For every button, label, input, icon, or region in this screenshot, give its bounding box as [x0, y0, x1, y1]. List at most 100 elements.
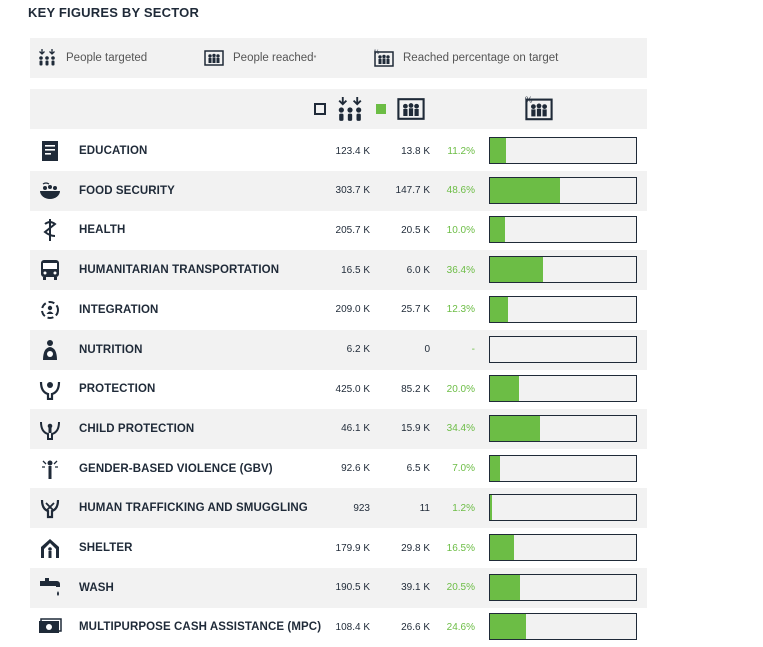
- gbv-icon: [38, 457, 62, 481]
- table-row: CHILD PROTECTION 46.1 K 15.9 K 34.4%: [30, 408, 647, 449]
- integration-icon: [38, 298, 62, 322]
- sector-name: GENDER-BASED VIOLENCE (GBV): [79, 462, 273, 475]
- sector-name: FOOD SECURITY: [79, 184, 175, 197]
- legend-reached-mark: *: [313, 54, 317, 62]
- people-reached-value: 6.0 K: [406, 264, 430, 276]
- people-targeted-value: 190.5 K: [335, 582, 370, 594]
- table-row: GENDER-BASED VIOLENCE (GBV) 92.6 K 6.5 K 7.…: [30, 449, 647, 489]
- percentage-bar: [489, 573, 637, 601]
- table-row: MULTIPURPOSE CASH ASSISTANCE (MPC) 108.4 …: [30, 607, 647, 647]
- legend-reached-label: People reached: [233, 52, 314, 64]
- people-targeted-value: 209.0 K: [335, 304, 370, 316]
- people-targeted-value: 16.5 K: [341, 264, 370, 276]
- percentage-bar: [489, 494, 637, 522]
- reached-percentage-value: 20.5%: [446, 582, 475, 594]
- percentage-bar: [489, 216, 637, 244]
- people-reached-value: 25.7 K: [401, 304, 430, 316]
- legend-targeted-label: People targeted: [66, 52, 148, 64]
- cash-icon: [38, 615, 62, 639]
- water-tap-icon: [38, 576, 62, 600]
- targeted-swatch: [314, 103, 326, 115]
- sector-name: HUMANITARIAN TRANSPORTATION: [79, 264, 280, 277]
- sector-name: SHELTER: [79, 542, 133, 554]
- people-reached-value: 11: [419, 502, 430, 514]
- percentage-bar-fill: [490, 535, 514, 560]
- shelter-icon: [38, 536, 62, 560]
- people-reached-icon: [397, 97, 425, 121]
- people-reached-value: 13.8 K: [401, 145, 430, 157]
- legend-reached: People reached *: [203, 49, 316, 67]
- sector-name: PROTECTION: [79, 383, 156, 396]
- health-caduceus-icon: [38, 218, 62, 242]
- reached-percentage-value: 16.5%: [446, 542, 475, 554]
- people-reached-icon: [203, 49, 225, 67]
- sector-name: WASH: [79, 581, 114, 594]
- percentage-bar-fill: [490, 257, 543, 283]
- percentage-bar: [489, 137, 637, 164]
- percentage-bar-fill: [490, 296, 508, 322]
- table-row: SHELTER 179.9 K 29.8 K 16.5%: [30, 528, 647, 568]
- percentage-bar: [489, 375, 637, 403]
- percentage-bar: [489, 534, 637, 561]
- reached-percentage-value: 36.4%: [446, 264, 475, 276]
- people-targeted-value: 92.6 K: [341, 463, 370, 475]
- reached-swatch: [376, 104, 386, 114]
- table-row: WASH 190.5 K 39.1 K 20.5%: [30, 567, 647, 608]
- people-targeted-value: 123.4 K: [335, 145, 370, 157]
- percentage-bar-fill: [490, 574, 520, 600]
- reached-percentage-value: 12.3%: [446, 304, 475, 316]
- reached-percentage-value: 7.0%: [452, 463, 475, 475]
- table-row: HEALTH 205.7 K 20.5 K 10.0%: [30, 210, 647, 250]
- page-title: KEY FIGURES BY SECTOR: [28, 5, 200, 20]
- percentage-bar: [489, 335, 637, 363]
- people-targeted-value: 923: [353, 502, 370, 514]
- reached-percentage-value: 20.0%: [446, 383, 475, 395]
- reached-percentage-value: -: [471, 344, 475, 355]
- sector-name: NUTRITION: [79, 343, 143, 356]
- people-reached-value: 29.8 K: [401, 542, 430, 554]
- reached-percentage-value: 34.4%: [446, 423, 475, 435]
- trafficking-icon: [38, 496, 62, 520]
- people-reached-value: 85.2 K: [401, 383, 430, 395]
- people-targeted-icon: [36, 49, 58, 67]
- percentage-bar-fill: [490, 495, 492, 521]
- nutrition-mother-child-icon: [38, 338, 62, 362]
- protection-hands-icon: [38, 377, 62, 401]
- percentage-bar: [489, 256, 637, 284]
- percentage-bar-fill: [490, 217, 505, 243]
- people-targeted-icon: [335, 97, 365, 123]
- people-targeted-value: 6.2 K: [346, 344, 370, 355]
- legend: People targeted People reached * % Reache…: [30, 38, 647, 78]
- percentage-bar-fill: [490, 614, 526, 640]
- sector-name: HEALTH: [79, 224, 126, 237]
- reached-percentage-value: 10.0%: [446, 224, 475, 236]
- percentage-bar-fill: [490, 177, 561, 203]
- people-reached-value: 15.9 K: [401, 423, 430, 435]
- table-row: NUTRITION 6.2 K 0 -: [30, 329, 647, 370]
- table-row: HUMAN TRAFFICKING AND SMUGGLING 923 11 1.2%: [30, 488, 647, 529]
- sector-name: INTEGRATION: [79, 303, 159, 316]
- people-targeted-value: 205.7 K: [335, 224, 370, 236]
- percentage-bar: [489, 454, 637, 482]
- percentage-bar-fill: [490, 455, 501, 481]
- table-row: EDUCATION 123.4 K 13.8 K 11.2%: [30, 131, 647, 171]
- percentage-bar: [489, 613, 637, 641]
- svg-text:%: %: [374, 50, 380, 56]
- reached-percentage-value: 48.6%: [446, 185, 475, 197]
- people-reached-value: 0: [424, 344, 430, 355]
- percentage-bar-fill: [490, 415, 540, 441]
- percentage-bar: [489, 295, 637, 323]
- table-row: HUMANITARIAN TRANSPORTATION 16.5 K 6.0 K 36…: [30, 250, 647, 291]
- reached-percentage-icon: %: [525, 95, 553, 121]
- table-row: PROTECTION 425.0 K 85.2 K 20.0%: [30, 369, 647, 409]
- food-bowl-icon: [38, 179, 62, 203]
- sector-name: HUMAN TRAFFICKING AND SMUGGLING: [79, 502, 308, 515]
- people-targeted-value: 108.4 K: [335, 621, 370, 633]
- percentage-bar-fill: [490, 376, 519, 402]
- people-targeted-value: 179.9 K: [335, 542, 370, 554]
- people-reached-value: 26.6 K: [401, 621, 430, 633]
- sector-name: MULTIPURPOSE CASH ASSISTANCE (MPC): [79, 621, 322, 634]
- people-targeted-value: 425.0 K: [335, 383, 370, 395]
- bus-icon: [38, 258, 62, 282]
- people-reached-value: 147.7 K: [395, 185, 430, 197]
